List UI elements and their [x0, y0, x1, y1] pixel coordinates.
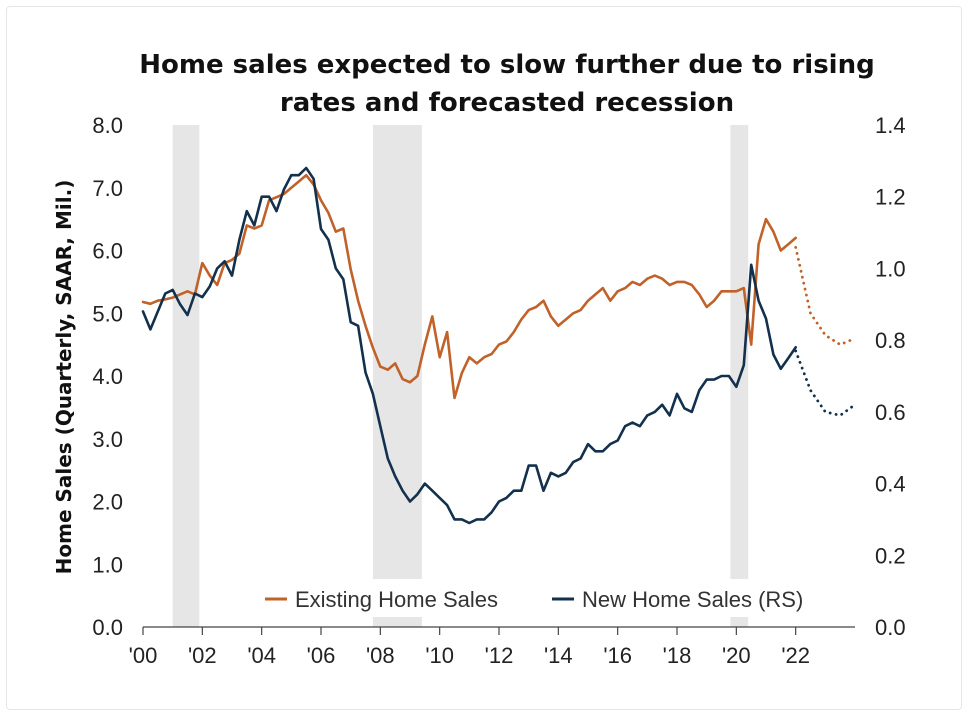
- series-lines: [141, 166, 857, 525]
- x-tick-label: '06: [307, 643, 336, 668]
- series-forecast-line-1: [794, 349, 857, 417]
- legend: Existing Home Sales New Home Sales (RS): [255, 579, 823, 617]
- y2-tick-label: 1.0: [875, 256, 906, 281]
- legend-label-1: New Home Sales (RS): [582, 587, 803, 612]
- series-forecast-line-0: [794, 245, 857, 347]
- y-tick-label: 0.0: [92, 615, 123, 640]
- x-tick-label: '04: [247, 643, 276, 668]
- y2-tick-label: 0.2: [875, 543, 906, 568]
- y2-tick-label: 0.4: [875, 472, 906, 497]
- y-tick-label: 2.0: [92, 490, 123, 515]
- y-tick-label: 7.0: [92, 176, 123, 201]
- series-line-0: [141, 173, 798, 400]
- axes: 0.0 1.0 2.0 3.0 4.0 5.0 6.0 7.0 8.0 0.0 0.2 0.4 0.6 0…: [92, 113, 905, 668]
- x-tick-label: '14: [544, 643, 573, 668]
- legend-label-0: Existing Home Sales: [295, 587, 498, 612]
- chart-title-line-2: rates and forecasted recession: [280, 88, 734, 118]
- chart-title-line-1: Home sales expected to slow further due …: [139, 50, 874, 80]
- x-tick-label: '18: [663, 643, 692, 668]
- x-tick-label: '22: [781, 643, 810, 668]
- y-axis-label: Home Sales (Quarterly, SAAR, Mil.): [52, 180, 76, 575]
- y2-tick-label: 1.4: [875, 113, 906, 138]
- x-tick-label: '08: [366, 643, 395, 668]
- x-tick-label: '02: [188, 643, 217, 668]
- recession-band-0: [172, 125, 200, 627]
- y2-tick-label: 0.8: [875, 328, 906, 353]
- x-tick-label: '12: [485, 643, 514, 668]
- chart-frame: Home sales expected to slow further due …: [6, 6, 962, 710]
- y-tick-label: 3.0: [92, 427, 123, 452]
- y2-tick-label: 0.0: [875, 615, 906, 640]
- series-line-1: [141, 166, 798, 525]
- y2-tick-label: 1.2: [875, 185, 906, 210]
- y2-tick-label: 0.6: [875, 400, 906, 425]
- chart-canvas: Home sales expected to slow further due …: [52, 50, 906, 668]
- x-tick-label: '10: [425, 643, 454, 668]
- y-tick-label: 5.0: [92, 301, 123, 326]
- y-tick-label: 1.0: [92, 552, 123, 577]
- x-tick-label: '20: [722, 643, 751, 668]
- x-tick-label: '00: [129, 643, 158, 668]
- y-tick-label: 4.0: [92, 364, 123, 389]
- x-tick-label: '16: [603, 643, 632, 668]
- y-tick-label: 8.0: [92, 113, 123, 138]
- legend-background: [255, 579, 823, 617]
- recession-band-1: [372, 125, 422, 627]
- y-tick-label: 6.0: [92, 239, 123, 264]
